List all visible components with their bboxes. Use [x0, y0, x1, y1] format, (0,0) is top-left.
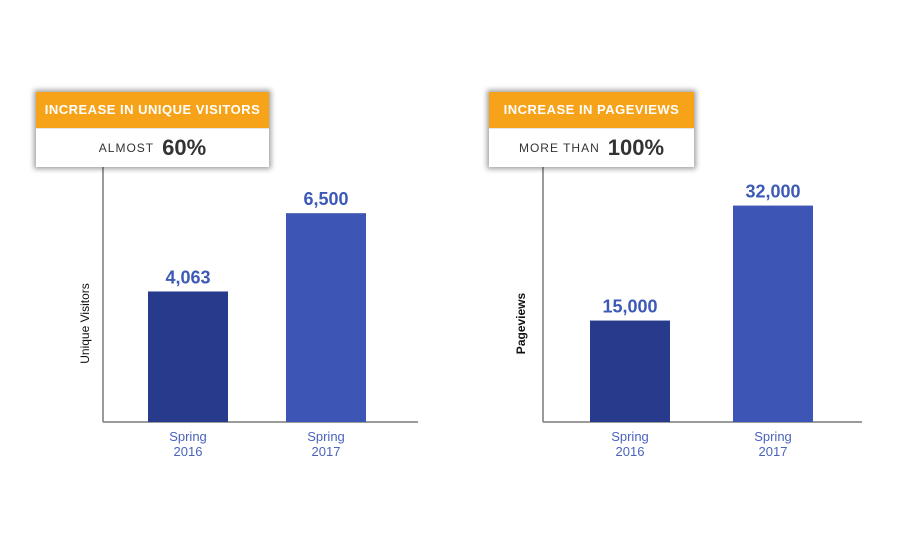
callout-header: INCREASE IN UNIQUE VISITORS — [36, 92, 269, 128]
callout-prefix: ALMOST — [98, 141, 155, 155]
bar — [286, 213, 366, 422]
x-tick-label: 2016 — [616, 444, 645, 459]
callout-value: 100% — [607, 135, 665, 160]
x-tick-label: Spring — [169, 429, 207, 444]
chart-panel-unique-visitors: Unique Visitors 4,063 Spring 2016 6,500 Sprin… — [0, 0, 450, 550]
pageviews-chart: Pageviews 15,000Spring201632,000Spring201… — [514, 165, 862, 459]
x-tick-label: 2017 — [759, 444, 788, 459]
data-label: 4,063 — [165, 267, 210, 287]
callout-prefix: MORE THAN — [518, 141, 600, 155]
y-axis-label: Pageviews — [514, 292, 528, 354]
data-label: 15,000 — [602, 297, 657, 317]
unique-visitors-chart: Unique Visitors4,063Spring20166,500Sprin… — [78, 165, 418, 459]
callout-body: ALMOST 60% — [36, 128, 269, 167]
callout-body: MORE THAN 100% — [489, 128, 694, 167]
callout-header: INCREASE IN PAGEVIEWS — [489, 92, 694, 128]
unique-visitors-callout: INCREASE IN UNIQUE VISITORS ALMOST 60% — [36, 92, 269, 167]
data-label: 32,000 — [745, 182, 800, 202]
chart-panel-pageviews: Pageviews 15,000 Spring 2016 32,000 Spring 201… — [450, 0, 907, 550]
x-tick-label: 2016 — [174, 444, 203, 459]
bar — [148, 291, 228, 422]
x-tick-label: 2017 — [312, 444, 341, 459]
data-label: 6,500 — [303, 189, 348, 209]
x-tick-label: Spring — [754, 429, 792, 444]
x-tick-label: Spring — [307, 429, 345, 444]
bar — [590, 320, 670, 422]
callout-value: 60% — [162, 135, 207, 160]
y-axis-label: Unique Visitors — [78, 283, 92, 363]
x-tick-label: Spring — [611, 429, 649, 444]
bar — [733, 205, 813, 422]
pageviews-callout: INCREASE IN PAGEVIEWS MORE THAN 100% — [489, 92, 694, 167]
